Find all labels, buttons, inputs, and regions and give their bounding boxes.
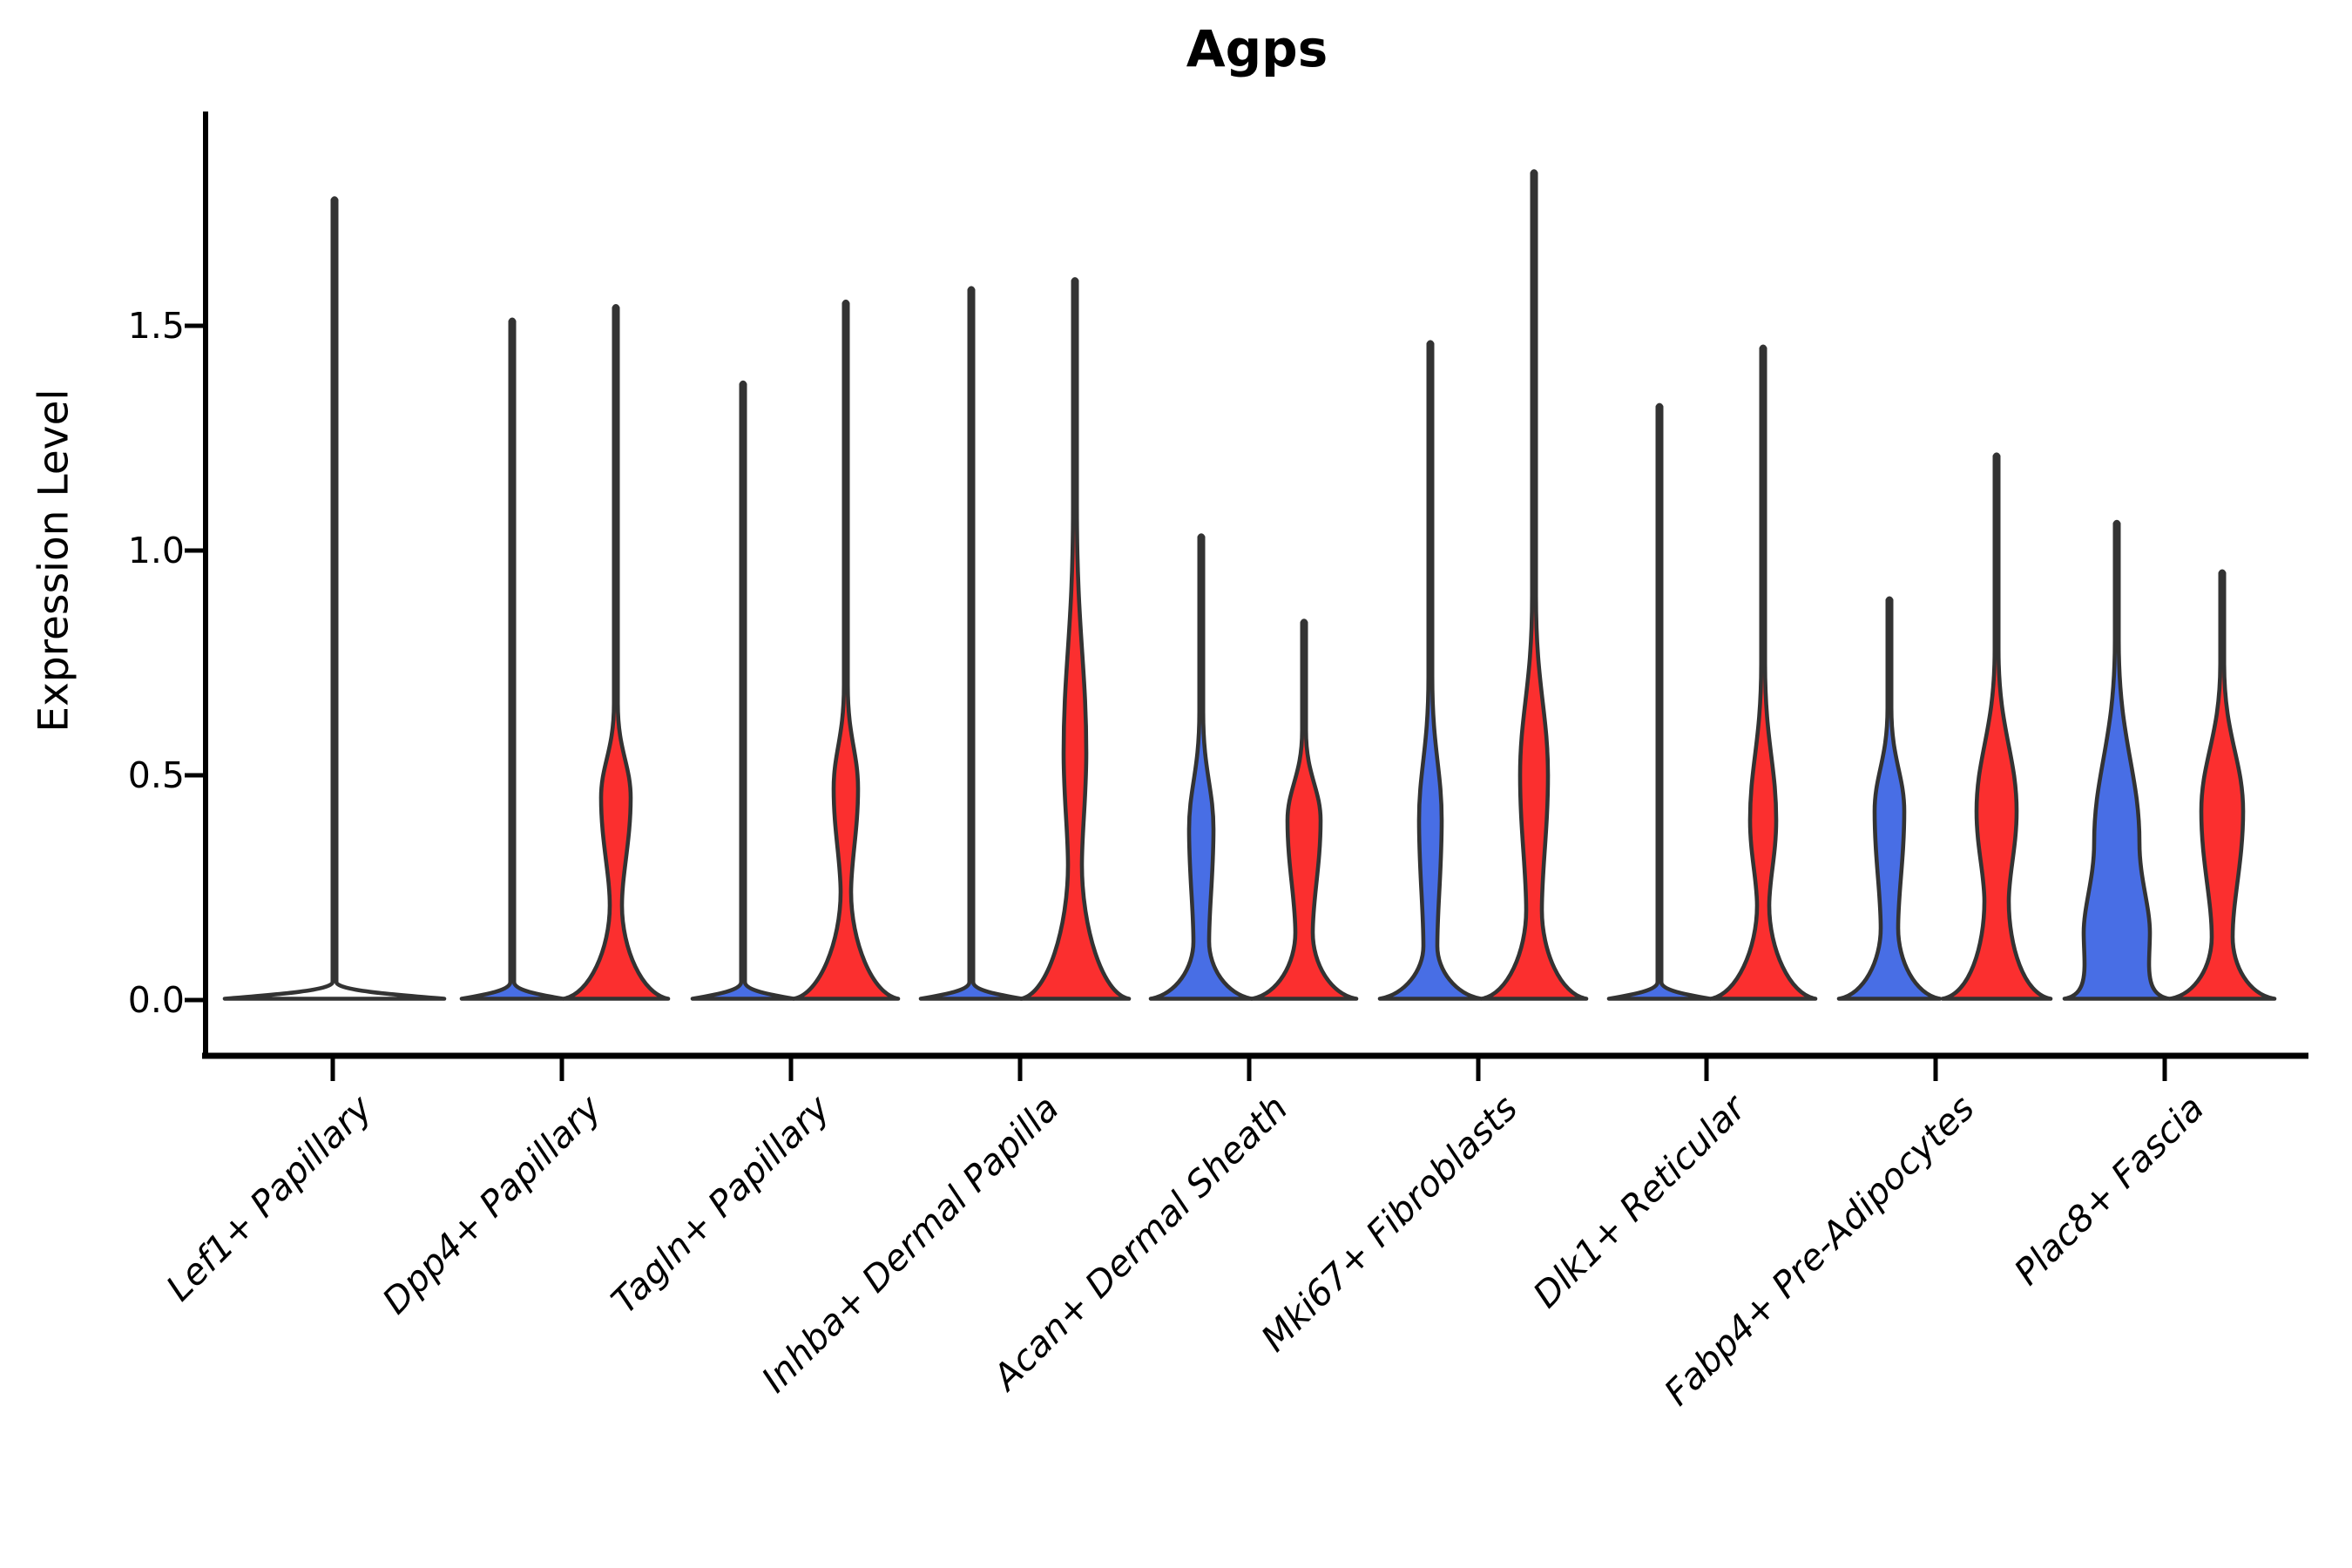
- violin-plac8-fascia-blue: [2062, 519, 2172, 1001]
- violin-acan-dermal-sheath-blue: [1148, 533, 1254, 1001]
- violin-lef1-papillary-single: [222, 196, 447, 1001]
- violin-fabp4-pre-adipocytes-red: [1940, 452, 2053, 1001]
- violin-dpp4-papillary-red: [561, 304, 671, 1001]
- violin-mki67-fibroblasts-red: [1479, 169, 1589, 1001]
- violin-mki67-fibroblasts-blue: [1377, 340, 1484, 1001]
- violin-inhba-dermal-papilla-red: [1018, 277, 1132, 1001]
- y-tick-label-0.5: 0.5: [127, 754, 185, 796]
- violin-fabp4-pre-adipocytes-blue: [1836, 596, 1943, 1001]
- violin-acan-dermal-sheath-red: [1249, 618, 1359, 1001]
- violin-tagln-papillary-blue: [690, 380, 796, 1001]
- violin-tagln-papillary-red: [791, 299, 901, 1001]
- y-tick-label-0.0: 0.0: [127, 979, 185, 1021]
- violin-inhba-dermal-papilla-blue: [918, 286, 1024, 1001]
- y-tick-label-1.0: 1.0: [127, 530, 185, 571]
- chart-title: Agps: [1186, 19, 1328, 78]
- y-tick-label-1.5: 1.5: [127, 305, 185, 347]
- violin-dlk1-reticular-blue: [1606, 402, 1713, 1001]
- violin-dpp4-papillary-blue: [459, 317, 565, 1001]
- violin-dlk1-reticular-red: [1708, 344, 1818, 1001]
- violin-plac8-fascia-red: [2167, 569, 2277, 1001]
